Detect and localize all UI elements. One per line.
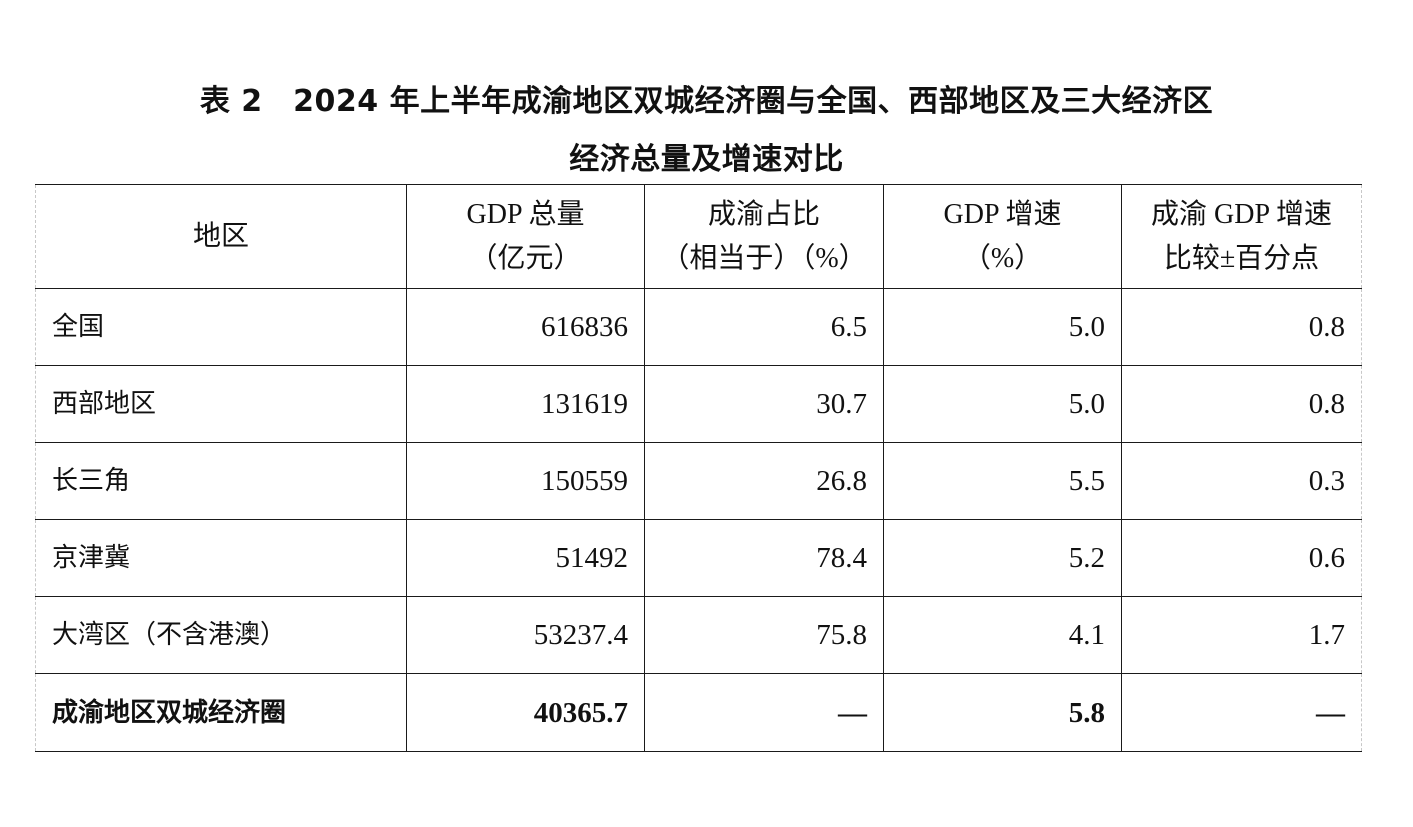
header-gdp-total-line1: GDP 总量 — [466, 198, 585, 230]
header-growth-diff-line2: 比较±百分点 — [1163, 242, 1320, 274]
cell-growth-diff: 0.8 — [1121, 365, 1362, 443]
cell-chengyu-share: 6.5 — [644, 288, 884, 366]
header-chengyu-share-line1: 成渝占比 — [707, 198, 820, 230]
cell-gdp-growth: 5.2 — [883, 519, 1122, 597]
header-gdp-total: GDP 总量 （亿元） — [406, 184, 645, 289]
cell-gdp-total: 131619 — [406, 365, 645, 443]
cell-region: 全国 — [35, 288, 407, 366]
table-title-line-1: 表 2 2024 年上半年成渝地区双城经济圈与全国、西部地区及三大经济区 — [199, 84, 1214, 119]
header-growth-diff-line1: 成渝 GDP 增速 — [1151, 198, 1332, 230]
table-header-row: 地区 GDP 总量 （亿元） 成渝占比 （相当于）（%） GDP 增速 （%） … — [35, 184, 1362, 289]
header-region-label: 地区 — [192, 220, 249, 252]
table-row-total: 成渝地区双城经济圈 40365.7 — 5.8 — — [35, 673, 1362, 752]
cell-gdp-growth: 5.0 — [883, 288, 1122, 366]
table-row: 西部地区 131619 30.7 5.0 0.8 — [35, 365, 1362, 443]
cell-region: 大湾区（不含港澳） — [35, 596, 407, 674]
cell-chengyu-share: 75.8 — [644, 596, 884, 674]
cell-region: 长三角 — [35, 442, 407, 520]
header-growth-diff: 成渝 GDP 增速 比较±百分点 — [1121, 184, 1362, 289]
table-row: 长三角 150559 26.8 5.5 0.3 — [35, 442, 1362, 520]
header-chengyu-share-line2: （相当于）（%） — [661, 242, 867, 274]
cell-gdp-growth: 4.1 — [883, 596, 1122, 674]
cell-growth-diff: — — [1121, 673, 1362, 752]
cell-gdp-growth: 5.8 — [883, 673, 1122, 752]
cell-chengyu-share: 30.7 — [644, 365, 884, 443]
header-gdp-total-line2: （亿元） — [469, 242, 582, 274]
header-region: 地区 — [35, 184, 407, 289]
cell-gdp-growth: 5.0 — [883, 365, 1122, 443]
table-row: 大湾区（不含港澳） 53237.4 75.8 4.1 1.7 — [35, 596, 1362, 674]
cell-chengyu-share: 78.4 — [644, 519, 884, 597]
cell-chengyu-share: — — [644, 673, 884, 752]
cell-growth-diff: 0.3 — [1121, 442, 1362, 520]
cell-gdp-total: 53237.4 — [406, 596, 645, 674]
table-row: 全国 616836 6.5 5.0 0.8 — [35, 288, 1362, 366]
cell-growth-diff: 1.7 — [1121, 596, 1362, 674]
cell-growth-diff: 0.8 — [1121, 288, 1362, 366]
header-chengyu-share: 成渝占比 （相当于）（%） — [644, 184, 884, 289]
cell-gdp-growth: 5.5 — [883, 442, 1122, 520]
header-gdp-growth-line1: GDP 增速 — [943, 198, 1062, 230]
cell-region: 西部地区 — [35, 365, 407, 443]
cell-gdp-total: 616836 — [406, 288, 645, 366]
table-row: 京津冀 51492 78.4 5.2 0.6 — [35, 519, 1362, 597]
gdp-comparison-table: 地区 GDP 总量 （亿元） 成渝占比 （相当于）（%） GDP 增速 （%） … — [35, 184, 1362, 752]
cell-region: 成渝地区双城经济圈 — [35, 673, 407, 752]
table-title-line-2: 经济总量及增速对比 — [569, 142, 844, 177]
header-gdp-growth: GDP 增速 （%） — [883, 184, 1122, 289]
cell-gdp-total: 40365.7 — [406, 673, 645, 752]
cell-region: 京津冀 — [35, 519, 407, 597]
header-gdp-growth-line2: （%） — [962, 242, 1043, 274]
cell-gdp-total: 150559 — [406, 442, 645, 520]
cell-gdp-total: 51492 — [406, 519, 645, 597]
cell-chengyu-share: 26.8 — [644, 442, 884, 520]
cell-growth-diff: 0.6 — [1121, 519, 1362, 597]
